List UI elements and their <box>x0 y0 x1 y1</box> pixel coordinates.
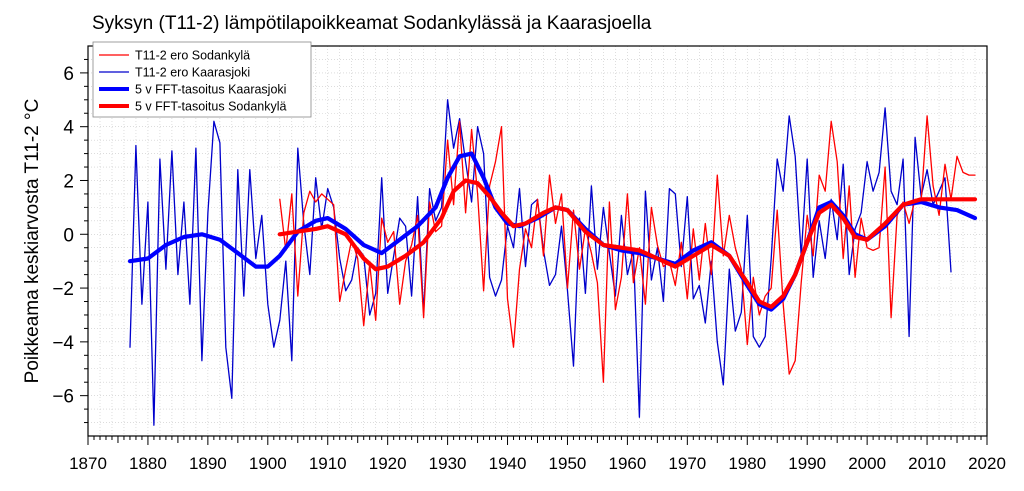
y-tick-label: 6 <box>63 64 74 85</box>
x-tick-label: 1920 <box>369 454 407 473</box>
x-tick-label: 1970 <box>668 454 706 473</box>
y-tick-label: 4 <box>63 118 74 139</box>
chart-title: Syksyn (T11-2) lämpötilapoikkeamat Sodan… <box>92 13 652 34</box>
series-group <box>127 99 978 426</box>
x-tick-label: 1950 <box>549 454 587 473</box>
legend-label: T11-2 ero Kaarasjoki <box>135 66 250 80</box>
x-tick-label: 2020 <box>968 454 1006 473</box>
x-tick-label: 1990 <box>788 454 826 473</box>
x-tick-label: 1930 <box>429 454 467 473</box>
y-tick-label: −2 <box>52 279 74 300</box>
y-axis-label: Poikkeama keskiarvosta T11-2 °C <box>22 99 43 384</box>
x-tick-label: 1980 <box>728 454 766 473</box>
legend-label: 5 v FFT-tasoitus Sodankylä <box>135 100 287 114</box>
x-tick-label: 1900 <box>249 454 287 473</box>
y-tick-label: 2 <box>63 171 74 192</box>
y-tick-label: −4 <box>52 333 74 354</box>
y-tick-label: 0 <box>63 225 74 246</box>
x-tick-label: 1910 <box>309 454 347 473</box>
x-tick-label: 1940 <box>489 454 527 473</box>
x-tick-label: 1960 <box>608 454 646 473</box>
x-tick-label: 1890 <box>189 454 227 473</box>
x-tick-label: 1880 <box>129 454 167 473</box>
y-tick-label: −6 <box>52 387 74 408</box>
axes: 1870 1880 1890 1900 1910 1920 1930 1940 1950 1960… <box>52 58 1006 473</box>
legend-label: 5 v FFT-tasoitus Kaarasjoki <box>135 83 286 97</box>
x-tick-label: 1870 <box>69 454 107 473</box>
x-tick-label: 2000 <box>848 454 886 473</box>
legend: T11-2 ero Sodankylä T11-2 ero Kaarasjoki 5… <box>92 41 312 118</box>
legend-box <box>92 41 312 118</box>
series-line-4 <box>277 178 978 309</box>
legend-label: T11-2 ero Sodankylä <box>135 49 250 63</box>
x-tick-label: 2010 <box>908 454 946 473</box>
